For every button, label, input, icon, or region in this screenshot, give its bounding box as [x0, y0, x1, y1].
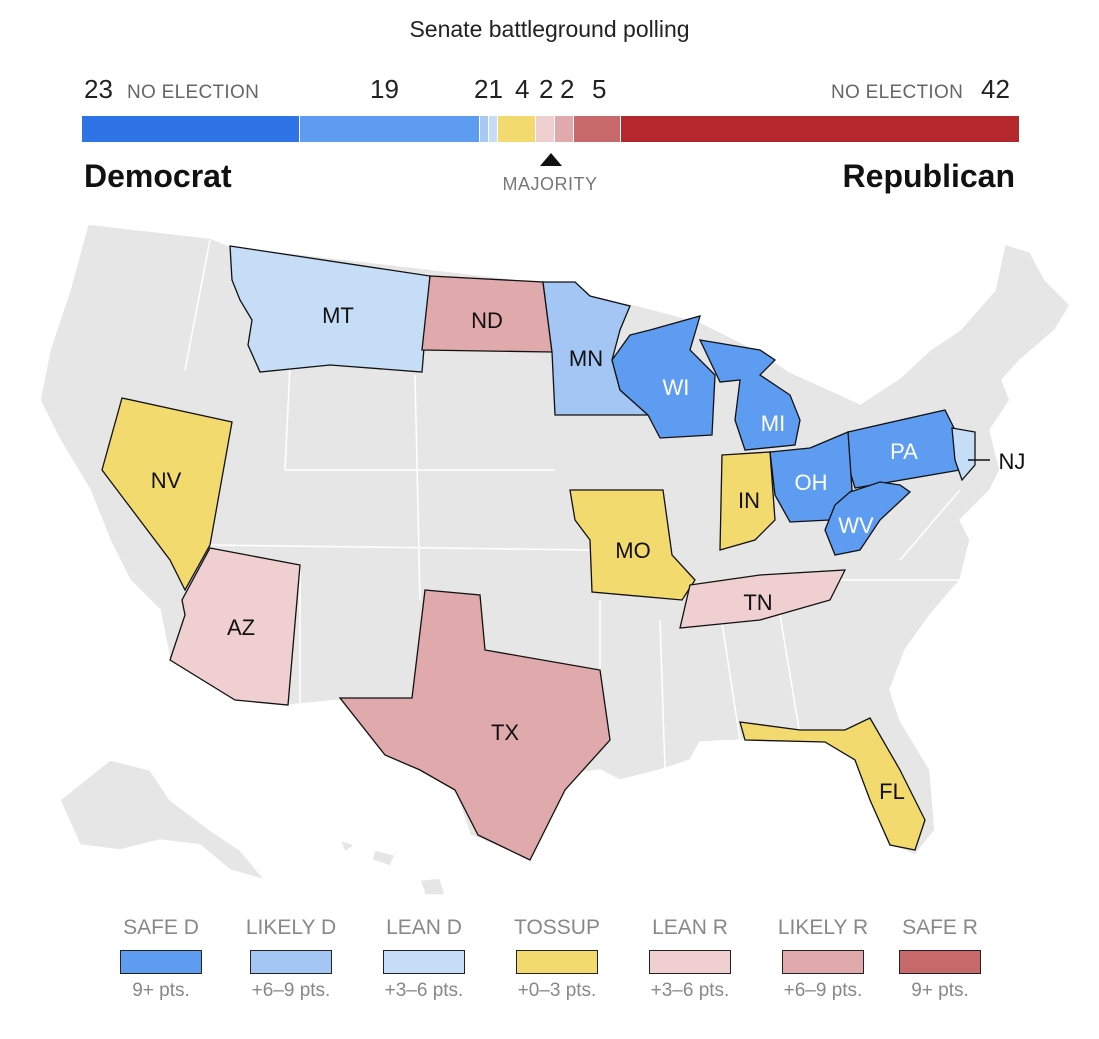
lean-r-count: 2 — [539, 74, 554, 104]
seat-bar-segment-rep-no-election — [621, 116, 1019, 142]
seat-bar-segment-safe-r — [574, 116, 622, 142]
majority-label: MAJORITY — [502, 174, 598, 194]
legend-label: LEAN D — [386, 916, 462, 939]
dem-no-election-count: 23 — [84, 74, 113, 104]
state-mi — [698, 339, 801, 451]
legend-item-safe-r: SAFE R 9+ pts. — [880, 916, 1000, 1002]
legend-swatch — [782, 950, 864, 974]
state-label-tx: TX — [491, 720, 519, 745]
state-label-fl: FL — [879, 779, 905, 804]
legend-range: 9+ pts. — [132, 980, 190, 1001]
seat-bar-segment-tossup — [498, 116, 537, 142]
legend-label: LEAN R — [652, 916, 728, 939]
legend-label: LIKELY D — [245, 916, 337, 939]
state-label-nj: NJ — [999, 449, 1026, 474]
safe-d-count: 19 — [370, 74, 399, 104]
legend-item-likely-d: LIKELY D +6–9 pts. — [231, 916, 351, 1002]
dem-no-election-label: NO ELECTION — [127, 82, 260, 103]
state-label-wv: WV — [838, 513, 874, 538]
legend-label: LIKELY R — [777, 916, 869, 939]
us-landmass — [39, 223, 1071, 862]
legend-label: SAFE D — [123, 916, 199, 939]
legend-range: +3–6 pts. — [384, 980, 464, 1001]
legend-item-likely-r: LIKELY R +6–9 pts. — [763, 916, 883, 1002]
legend-swatch — [383, 950, 465, 974]
seat-bar-segment-dem-no-election — [82, 116, 300, 142]
seat-bar-segment-safe-d — [299, 116, 480, 142]
seat-bar — [82, 116, 1019, 142]
legend-item-tossup: TOSSUP +0–3 pts. — [497, 916, 617, 1002]
state-fl — [739, 717, 926, 851]
state-wv — [824, 481, 912, 556]
likely-r-count: 2 — [560, 74, 575, 104]
state-label-oh: OH — [795, 470, 828, 495]
state-label-mt: MT — [322, 303, 354, 328]
legend-swatch — [649, 950, 731, 974]
republican-label: Republican — [842, 158, 1015, 194]
state-tx — [338, 589, 611, 861]
state-wi — [611, 315, 716, 439]
legend-swatch — [899, 950, 981, 974]
tossup-count: 4 — [515, 74, 530, 104]
rep-no-election-label: NO ELECTION — [831, 82, 964, 103]
democrat-label: Democrat — [84, 158, 232, 194]
seat-bar-segment-likely-d — [479, 116, 489, 142]
us-map: MT ND MN WI MI PA NJ OH WV IN NV MO TN A… — [39, 223, 1071, 896]
safe-r-count: 5 — [592, 74, 607, 104]
state-az — [169, 547, 301, 706]
legend-range: +0–3 pts. — [517, 980, 597, 1001]
rep-no-election-count: 42 — [981, 74, 1010, 104]
hawaii — [338, 838, 447, 896]
legend-range: 9+ pts. — [911, 980, 969, 1001]
legend-label: TOSSUP — [514, 916, 600, 939]
state-label-az: AZ — [227, 615, 255, 640]
state-label-nd: ND — [471, 308, 503, 333]
legend-swatch — [120, 950, 202, 974]
legend-item-lean-d: LEAN D +3–6 pts. — [364, 916, 484, 1002]
majority-arrow-icon — [540, 153, 562, 166]
state-label-mn: MN — [569, 346, 603, 371]
state-mo — [569, 489, 696, 601]
chart-title: Senate battleground polling — [409, 16, 690, 42]
legend-swatch — [250, 950, 332, 974]
legend-range: +6–9 pts. — [783, 980, 863, 1001]
alaska — [59, 759, 268, 882]
lean-likely-d-count: 21 — [474, 74, 503, 104]
state-nv — [101, 397, 233, 592]
seat-bar-segment-lean-d — [488, 116, 499, 142]
legend-swatch — [516, 950, 598, 974]
state-label-mo: MO — [615, 538, 650, 563]
legend-item-safe-d: SAFE D 9+ pts. — [101, 916, 221, 1002]
seat-bar-segment-lean-r — [536, 116, 556, 142]
legend-range: +6–9 pts. — [251, 980, 331, 1001]
seat-bar-segment-likely-r — [555, 116, 575, 142]
state-label-in: IN — [738, 488, 760, 513]
state-tn — [679, 569, 847, 629]
state-label-pa: PA — [890, 439, 918, 464]
state-in — [719, 451, 776, 551]
state-nj — [951, 427, 976, 482]
legend-range: +3–6 pts. — [650, 980, 730, 1001]
state-label-mi: MI — [761, 411, 785, 436]
legend-item-lean-r: LEAN R +3–6 pts. — [630, 916, 750, 1002]
state-label-wi: WI — [663, 375, 690, 400]
state-label-tn: TN — [743, 590, 772, 615]
state-label-nv: NV — [151, 468, 182, 493]
legend-label: SAFE R — [902, 916, 978, 939]
